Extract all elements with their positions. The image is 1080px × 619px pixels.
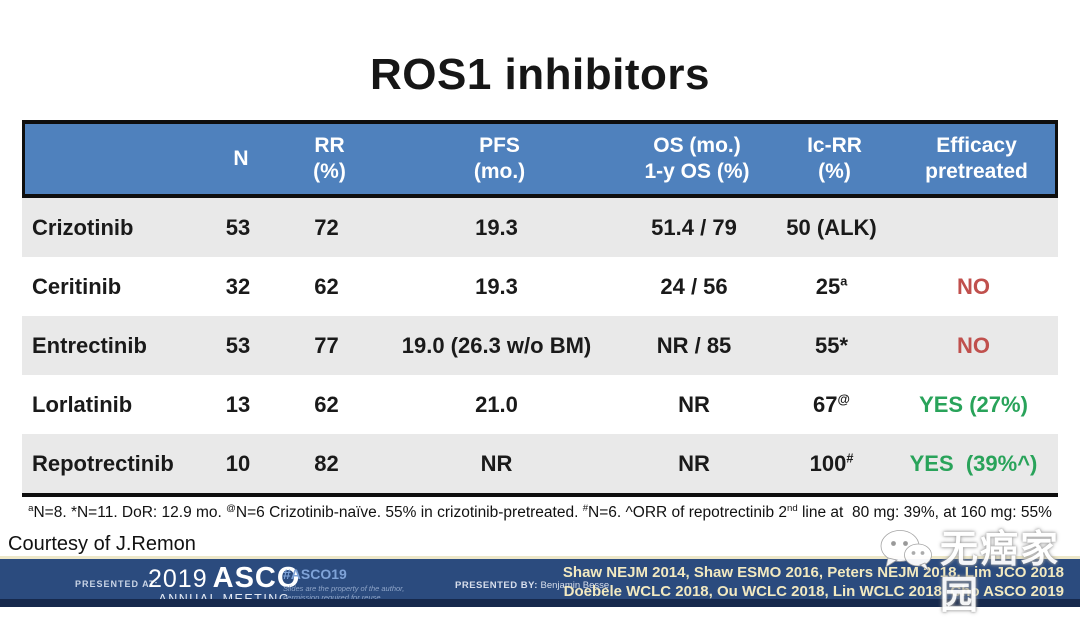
table-body: Crizotinib 53 72 19.3 51.4 / 79 50 (ALK)… xyxy=(22,198,1058,497)
cell-os: NR / 85 xyxy=(656,332,732,358)
cell-rr: 62 xyxy=(314,391,339,417)
references: Shaw NEJM 2014, Shaw ESMO 2016, Peters N… xyxy=(563,563,1064,601)
header-os: OS (mo.) 1-y OS (%) xyxy=(644,134,750,183)
references-line-1: Shaw NEJM 2014, Shaw ESMO 2016, Peters N… xyxy=(562,564,1064,581)
courtesy-credit: Courtesy of J.Remon xyxy=(8,533,196,555)
cell-pfs: 19.0 (26.3 w/o BM) xyxy=(401,332,592,358)
slide-reuse-note: Slides are the property of the author, p… xyxy=(283,584,405,602)
cell-os: 24 / 56 xyxy=(660,273,728,299)
wechat-icon xyxy=(878,527,934,580)
header-efficacy: Efficacy pretreated xyxy=(925,134,1028,183)
cell-rr: 77 xyxy=(314,332,339,358)
header-n: N xyxy=(233,147,249,170)
drug-name: Lorlatinib xyxy=(32,391,133,417)
footer-bottom-strip xyxy=(0,599,1080,607)
cell-n: 53 xyxy=(225,332,251,358)
header-rr: RR (%) xyxy=(313,134,346,183)
header-drug xyxy=(25,124,205,194)
presented-at-label: PRESENTED AT: xyxy=(75,579,159,589)
table-row-lorlatinib: Lorlatinib 13 62 21.0 NR 67@ YES (27%) xyxy=(22,375,1058,434)
table-row-crizotinib: Crizotinib 53 72 19.3 51.4 / 79 50 (ALK) xyxy=(22,198,1058,257)
presenter-name: Benjamin Besse xyxy=(540,580,610,591)
asco-footer-bar: PRESENTED AT: 2019 ASCO ANNUAL MEETING #… xyxy=(0,556,1080,607)
cell-pfs: 19.3 xyxy=(475,214,518,240)
presented-by-label: PRESENTED BY: xyxy=(455,580,538,591)
cell-pfs: NR xyxy=(480,450,513,476)
cell-icrr: 55* xyxy=(814,332,849,358)
ros1-inhibitors-table: N RR (%) PFS (mo.) OS (mo.) 1-y OS (%) Ic-R… xyxy=(22,120,1058,522)
drug-name: Entrectinib xyxy=(32,332,147,358)
drug-name: Crizotinib xyxy=(32,214,134,240)
cell-n: 53 xyxy=(225,214,251,240)
cell-efficacy: NO xyxy=(957,332,990,358)
table-header-row: N RR (%) PFS (mo.) OS (mo.) 1-y OS (%) Ic-R… xyxy=(22,120,1058,198)
cell-icrr: 100# xyxy=(809,450,854,476)
table-footnote: aN=8. *N=11. DoR: 12.9 mo. @N=6 Crizotin… xyxy=(28,502,1052,521)
cell-n: 32 xyxy=(225,273,251,299)
hashtag-block: #ASCO19 Slides are the property of the a… xyxy=(283,566,404,602)
cell-efficacy: YES (27%) xyxy=(919,391,1028,417)
cell-icrr: 25a xyxy=(815,273,848,299)
cell-n: 13 xyxy=(225,391,251,417)
cell-pfs: 19.3 xyxy=(475,273,518,299)
watermark-text: 无癌家园 xyxy=(940,529,1061,617)
watermark: 无癌家园 xyxy=(878,527,1080,619)
header-pfs: PFS (mo.) xyxy=(473,134,526,183)
cell-icrr: 67@ xyxy=(813,391,850,417)
cell-n: 10 xyxy=(225,450,251,476)
drug-name: Repotrectinib xyxy=(32,450,174,476)
header-icrr: Ic-RR (%) xyxy=(807,134,862,183)
table-row-entrectinib: Entrectinib 53 77 19.0 (26.3 w/o BM) NR … xyxy=(22,316,1058,375)
page-title: ROS1 inhibitors xyxy=(370,50,710,99)
cell-icrr: 50 (ALK) xyxy=(786,214,877,240)
drug-name: Ceritinib xyxy=(32,273,122,299)
cell-os: NR xyxy=(678,391,710,417)
table-row-ceritinib: Ceritinib 32 62 19.3 24 / 56 25a NO xyxy=(22,257,1058,316)
asco-logo-year: 2019 xyxy=(148,565,208,593)
presented-by: PRESENTED BY: Benjamin Besse xyxy=(455,580,609,591)
hashtag: #ASCO19 xyxy=(283,566,347,582)
cell-pfs: 21.0 xyxy=(475,391,518,417)
table-row-repotrectinib: Repotrectinib 10 82 NR NR 100# YES (39%^… xyxy=(22,434,1058,493)
cell-rr: 72 xyxy=(314,214,339,240)
cell-efficacy: NO xyxy=(957,273,990,299)
cell-os: 51.4 / 79 xyxy=(651,214,737,240)
references-line-2: Doebele WCLC 2018, Ou WCLC 2018, Lin WCL… xyxy=(563,583,1064,600)
cell-rr: 62 xyxy=(314,273,339,299)
asco-logo-name: ASCO xyxy=(212,562,301,594)
cell-rr: 82 xyxy=(314,450,339,476)
cell-efficacy: YES (39%^) xyxy=(909,450,1038,476)
cell-os: NR xyxy=(678,450,710,476)
